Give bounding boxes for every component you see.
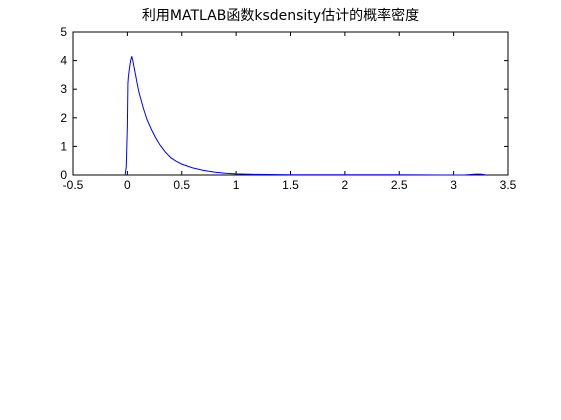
chart-title: 利用MATLAB函数ksdensity估计的概率密度	[141, 8, 420, 24]
x-tick-label: 3.5	[500, 178, 517, 192]
density-curve	[124, 56, 487, 176]
x-ticks: -0.5 0 0.5 1 1.5 2 2.5 3 3.5	[63, 32, 517, 192]
y-ticks: 0 1 2 3 4 5	[60, 25, 508, 182]
x-tick-label: -0.5	[63, 178, 84, 192]
plot-lines	[124, 56, 487, 176]
y-tick-label: 1	[60, 139, 67, 153]
axes-frame	[72, 31, 509, 176]
y-tick-label: 5	[60, 25, 67, 39]
x-tick-label: 2	[342, 178, 349, 192]
axes-box	[72, 31, 509, 176]
x-tick-label: 2.5	[391, 178, 408, 192]
x-tick-label: 1	[233, 178, 240, 192]
y-tick-label: 0	[60, 168, 67, 182]
x-tick-label: 3	[450, 178, 457, 192]
x-tick-label: 0.5	[173, 178, 190, 192]
x-tick-label: 1.5	[282, 178, 299, 192]
y-tick-label: 3	[60, 82, 67, 96]
y-tick-label: 2	[60, 111, 67, 125]
x-tick-label: 0	[124, 178, 131, 192]
y-tick-label: 4	[60, 54, 67, 68]
